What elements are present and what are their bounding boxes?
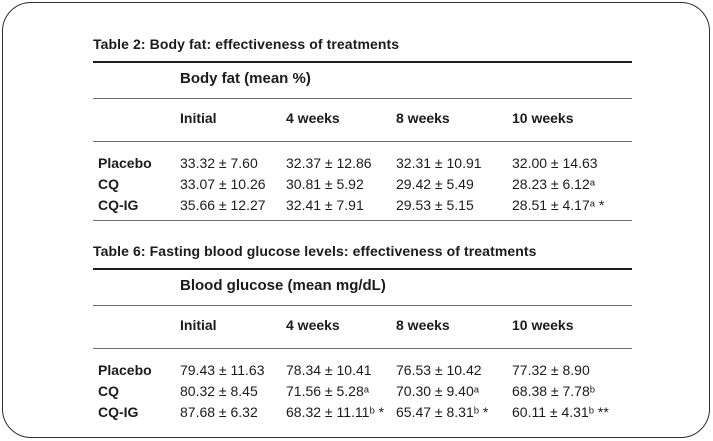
column-header-spacer: [93, 109, 180, 128]
bottom-rule: [93, 220, 632, 221]
table-body: Placebo 33.32 ± 7.60 32.37 ± 12.86 32.31…: [93, 153, 632, 216]
group-rule: [93, 305, 632, 306]
group-header: Blood glucose (mean mg/dL): [180, 277, 386, 294]
column-header-8-weeks: 8 weeks: [396, 110, 450, 126]
table-cell: 60.11 ± 4.31ᵇ **: [512, 404, 609, 420]
table-title: Table 6: Fasting blood glucose levels: e…: [93, 243, 537, 259]
table-cell: 28.23 ± 6.12ᵃ: [512, 176, 595, 192]
table-cell: 87.68 ± 6.32: [180, 404, 258, 420]
table-blood-glucose: Table 6: Fasting blood glucose levels: e…: [93, 243, 632, 423]
row-label: CQ-IG: [98, 197, 139, 213]
table-cell: 65.47 ± 8.31ᵇ *: [396, 404, 489, 420]
row-label: CQ: [98, 383, 119, 399]
column-header-initial: Initial: [180, 110, 217, 126]
table-cell: 68.38 ± 7.78ᵇ: [512, 383, 596, 399]
table-row-cq-ig: CQ-IG 87.68 ± 6.32 68.32 ± 11.11ᵇ * 65.4…: [93, 402, 632, 423]
column-header-initial: Initial: [180, 317, 217, 333]
group-rule: [93, 98, 632, 99]
column-header-10-weeks: 10 weeks: [512, 317, 574, 333]
table-cell: 80.32 ± 8.45: [180, 383, 258, 399]
table-cell: 29.42 ± 5.49: [396, 176, 474, 192]
table-cell: 29.53 ± 5.15: [396, 197, 474, 213]
header-rule: [93, 348, 632, 349]
title-rule: [93, 268, 632, 270]
table-cell: 32.41 ± 7.91: [286, 197, 364, 213]
table-row-placebo: Placebo 79.43 ± 11.63 78.34 ± 10.41 76.5…: [93, 360, 632, 381]
title-rule: [93, 61, 632, 63]
table-cell: 76.53 ± 10.42: [396, 362, 482, 378]
table-cell: 78.34 ± 10.41: [286, 362, 372, 378]
table-cell: 32.00 ± 14.63: [512, 155, 598, 171]
table-cell: 71.56 ± 5.28ᵃ: [286, 383, 369, 399]
figure-content: Table 2: Body fat: effectiveness of trea…: [93, 36, 632, 423]
row-label: CQ: [98, 176, 119, 192]
column-header-spacer: [93, 316, 180, 335]
column-header-10-weeks: 10 weeks: [512, 110, 574, 126]
column-header-row: Initial 4 weeks 8 weeks 10 weeks: [93, 109, 632, 128]
table-cell: 32.31 ± 10.91: [396, 155, 482, 171]
table-cell: 68.32 ± 11.11ᵇ *: [286, 404, 385, 420]
row-label: Placebo: [98, 362, 152, 378]
group-header: Body fat (mean %): [180, 70, 311, 87]
table-row-cq: CQ 33.07 ± 10.26 30.81 ± 5.92 29.42 ± 5.…: [93, 174, 632, 195]
table-body-fat: Table 2: Body fat: effectiveness of trea…: [93, 36, 632, 221]
row-label: Placebo: [98, 155, 152, 171]
column-header-4-weeks: 4 weeks: [286, 317, 340, 333]
table-cell: 33.07 ± 10.26: [180, 176, 266, 192]
table-cell: 77.32 ± 8.90: [512, 362, 590, 378]
table-cell: 30.81 ± 5.92: [286, 176, 364, 192]
table-cell: 33.32 ± 7.60: [180, 155, 258, 171]
table-cell: 28.51 ± 4.17ᵃ *: [512, 197, 605, 213]
column-header-4-weeks: 4 weeks: [286, 110, 340, 126]
table-row-cq: CQ 80.32 ± 8.45 71.56 ± 5.28ᵃ 70.30 ± 9.…: [93, 381, 632, 402]
table-body: Placebo 79.43 ± 11.63 78.34 ± 10.41 76.5…: [93, 360, 632, 423]
table-cell: 32.37 ± 12.86: [286, 155, 372, 171]
column-header-row: Initial 4 weeks 8 weeks 10 weeks: [93, 316, 632, 335]
table-row-placebo: Placebo 33.32 ± 7.60 32.37 ± 12.86 32.31…: [93, 153, 632, 174]
header-rule: [93, 141, 632, 142]
table-row-cq-ig: CQ-IG 35.66 ± 12.27 32.41 ± 7.91 29.53 ±…: [93, 195, 632, 216]
table-cell: 70.30 ± 9.40ᵃ: [396, 383, 479, 399]
table-cell: 35.66 ± 12.27: [180, 197, 266, 213]
table-cell: 79.43 ± 11.63: [180, 362, 265, 378]
column-header-8-weeks: 8 weeks: [396, 317, 450, 333]
table-title: Table 2: Body fat: effectiveness of trea…: [93, 36, 400, 52]
row-label: CQ-IG: [98, 404, 139, 420]
